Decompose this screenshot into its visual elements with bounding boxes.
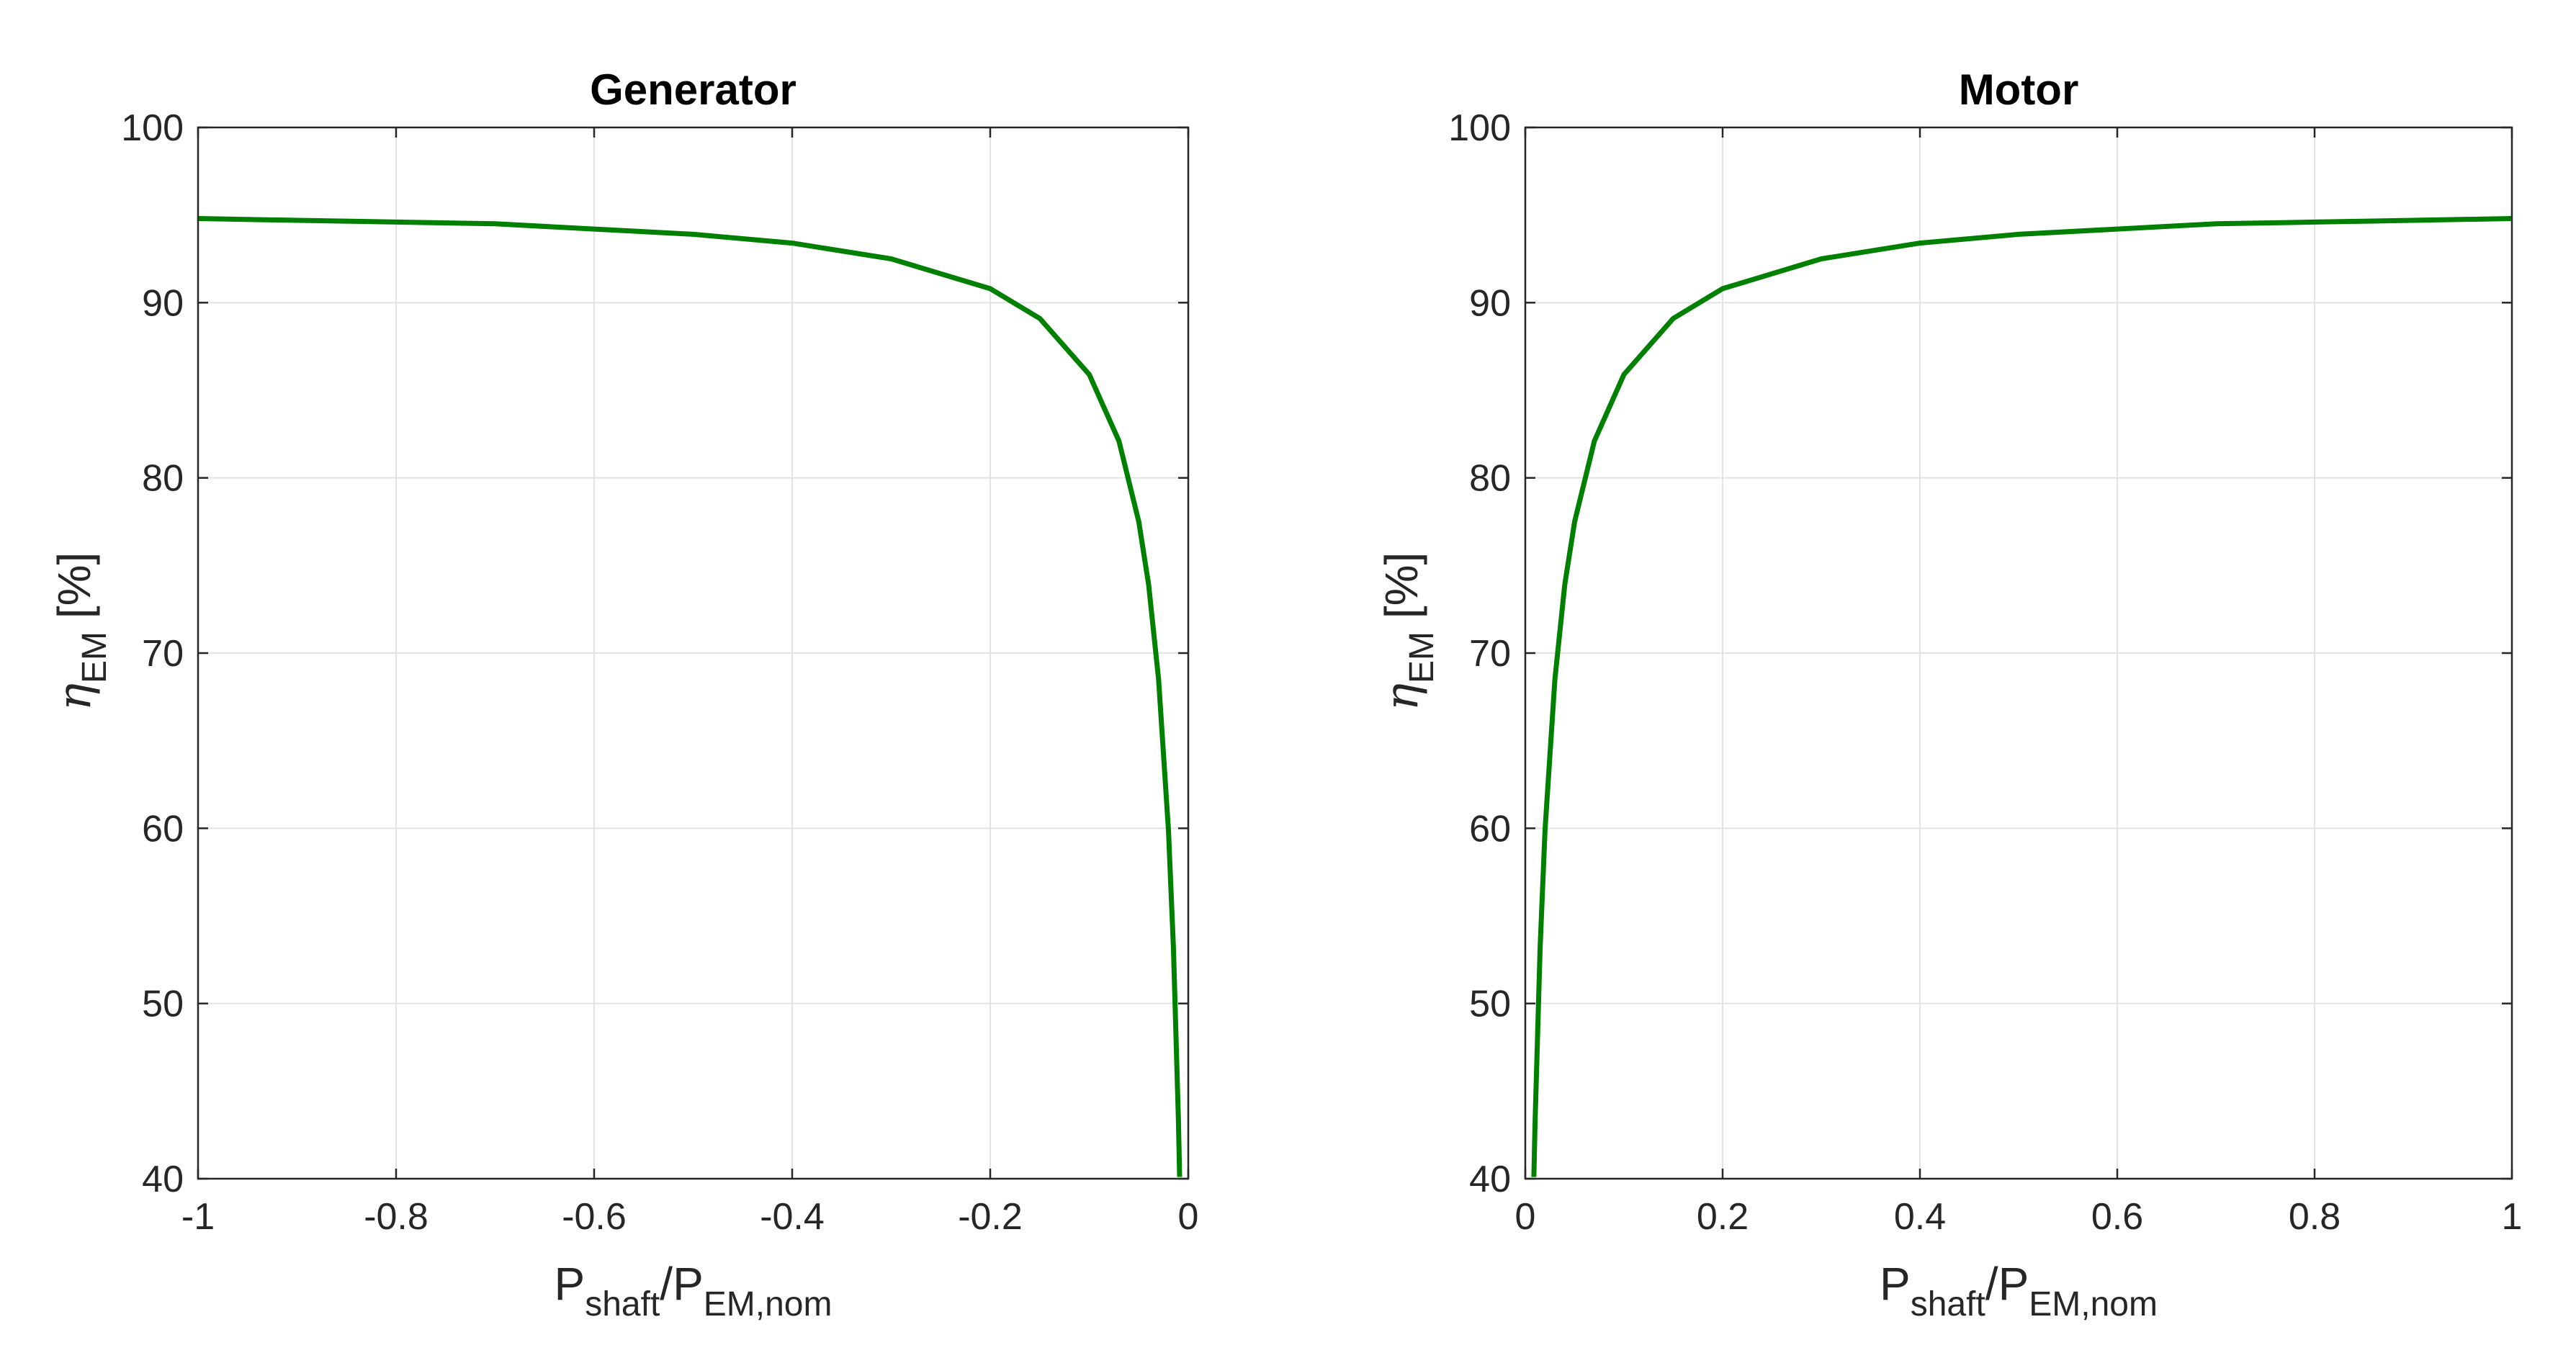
xlabel-sub-em-nom: EM,nom: [704, 1285, 833, 1323]
chart-title: Generator: [590, 66, 796, 114]
x-tick-label: -0.2: [958, 1196, 1023, 1238]
xlabel-sub-shaft: shaft: [585, 1285, 660, 1323]
xlabel-sub-shaft: shaft: [1911, 1285, 1985, 1323]
ylabel-unit: [%]: [48, 552, 100, 631]
efficiency-curve: [1531, 216, 2512, 1177]
xlabel-p: P: [1880, 1258, 1911, 1310]
y-tick-label: 60: [142, 808, 184, 850]
y-tick-label: 70: [1469, 633, 1511, 675]
y-tick-label: 40: [1469, 1159, 1511, 1200]
x-tick-label: 0.6: [2091, 1196, 2143, 1238]
y-axis-label: ηEM [%]: [48, 552, 114, 711]
xlabel-mid: /P: [1985, 1258, 2029, 1310]
efficiency-curve: [198, 216, 1182, 1177]
y-axis-label: ηEM [%]: [1375, 552, 1441, 711]
y-tick-label: 40: [142, 1159, 184, 1200]
ylabel-unit: [%]: [1375, 552, 1427, 631]
x-tick-label: 1: [2502, 1196, 2523, 1238]
ylabel-sub-em: EM: [76, 631, 114, 683]
ylabel-eta: η: [48, 683, 102, 711]
ylabel-sub-em: EM: [1403, 631, 1441, 683]
xlabel-p: P: [555, 1258, 585, 1310]
y-tick-label: 80: [1469, 458, 1511, 500]
y-tick-label: 70: [142, 633, 184, 675]
x-tick-label: 0.8: [2289, 1196, 2341, 1238]
x-axis-label: Pshaft/PEM,nom: [555, 1258, 833, 1323]
chart-title: Motor: [1959, 66, 2079, 114]
ylabel-eta: η: [1375, 683, 1429, 711]
x-tick-label: 0: [1178, 1196, 1199, 1238]
subplot-motor: 0 0.2 0.4 0.6 0.8 1 40 50 60 70 80 90 100 Motor Pshaft…: [1375, 66, 2522, 1323]
y-tick-label: 90: [142, 282, 184, 324]
xlabel-mid: /P: [660, 1258, 703, 1310]
x-tick-label: 0: [1515, 1196, 1536, 1238]
x-tick-label: -0.6: [562, 1196, 627, 1238]
x-tick-label: -1: [181, 1196, 215, 1238]
x-tick-label: 0.4: [1894, 1196, 1946, 1238]
y-tick-label: 60: [1469, 808, 1511, 850]
x-axis-label: Pshaft/PEM,nom: [1880, 1258, 2158, 1323]
x-tick-label: -0.4: [760, 1196, 825, 1238]
y-tick-label: 50: [1469, 984, 1511, 1025]
subplot-generator: -1 -0.8 -0.6 -0.4 -0.2 0 40 50 60 70 80 90 100 Genera…: [48, 66, 1198, 1323]
y-tick-label: 80: [142, 458, 184, 500]
axes-box: [1524, 126, 2513, 1180]
x-tick-label: -0.8: [364, 1196, 428, 1238]
xlabel-sub-em-nom: EM,nom: [2029, 1285, 2158, 1323]
y-tick-label: 50: [142, 984, 184, 1025]
y-tick-label: 100: [121, 107, 184, 149]
y-tick-label: 100: [1448, 107, 1511, 149]
axes-box: [197, 126, 1190, 1180]
y-tick-label: 90: [1469, 282, 1511, 324]
x-tick-label: 0.2: [1697, 1196, 1749, 1238]
